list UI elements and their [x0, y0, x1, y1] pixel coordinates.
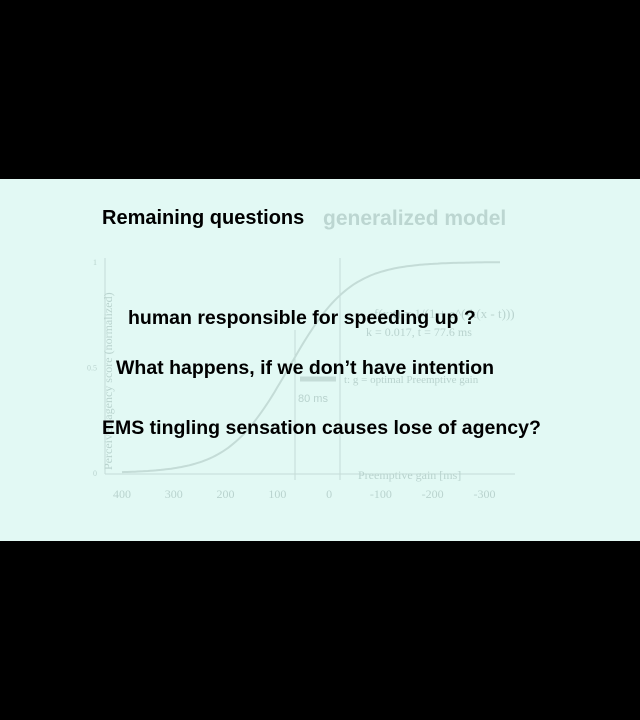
- y-tick-labels: 00.51: [87, 258, 97, 478]
- y-tick-label: 1: [93, 258, 97, 267]
- x-tick-label: 400: [113, 487, 131, 501]
- y-tick-label: 0: [93, 469, 97, 478]
- slide-title: Remaining questions: [102, 207, 305, 229]
- formula-label: f(x;t) = 1/(1 + e^(-k(x - t))): [374, 306, 515, 321]
- x-tick-label: -100: [370, 487, 392, 501]
- param-label: k = 0.017, t = 77.6 ms: [366, 325, 472, 339]
- sigmoid-curve: [121, 261, 500, 474]
- x-tick-labels: 400 300 200 100 0 -100 -200 -300: [113, 487, 495, 501]
- y-tick-label: 0.5: [87, 364, 97, 373]
- x-tick-label: 100: [268, 487, 286, 501]
- x-tick-label: -200: [422, 487, 444, 501]
- question-2: What happens, if we don’t have intention: [116, 357, 495, 379]
- ghost-subtitle: generalized model: [323, 207, 507, 230]
- x-tick-label: 300: [165, 487, 183, 501]
- slide: [0, 179, 640, 541]
- question-3: EMS tingling sensation causes lose of ag…: [102, 417, 541, 439]
- interval-label: 80 ms: [298, 393, 328, 405]
- x-axis-label: Preemptive gain [ms]: [358, 468, 461, 482]
- x-tick-label: 200: [217, 487, 235, 501]
- x-tick-label: -300: [473, 487, 495, 501]
- y-axis-label: Perceived agency score (normalized): [101, 292, 115, 470]
- legend-label: t: g = optimal Preemptive gain: [344, 374, 479, 386]
- question-1: human responsible for speeding up ?: [128, 307, 476, 329]
- x-tick-label: 0: [326, 487, 332, 501]
